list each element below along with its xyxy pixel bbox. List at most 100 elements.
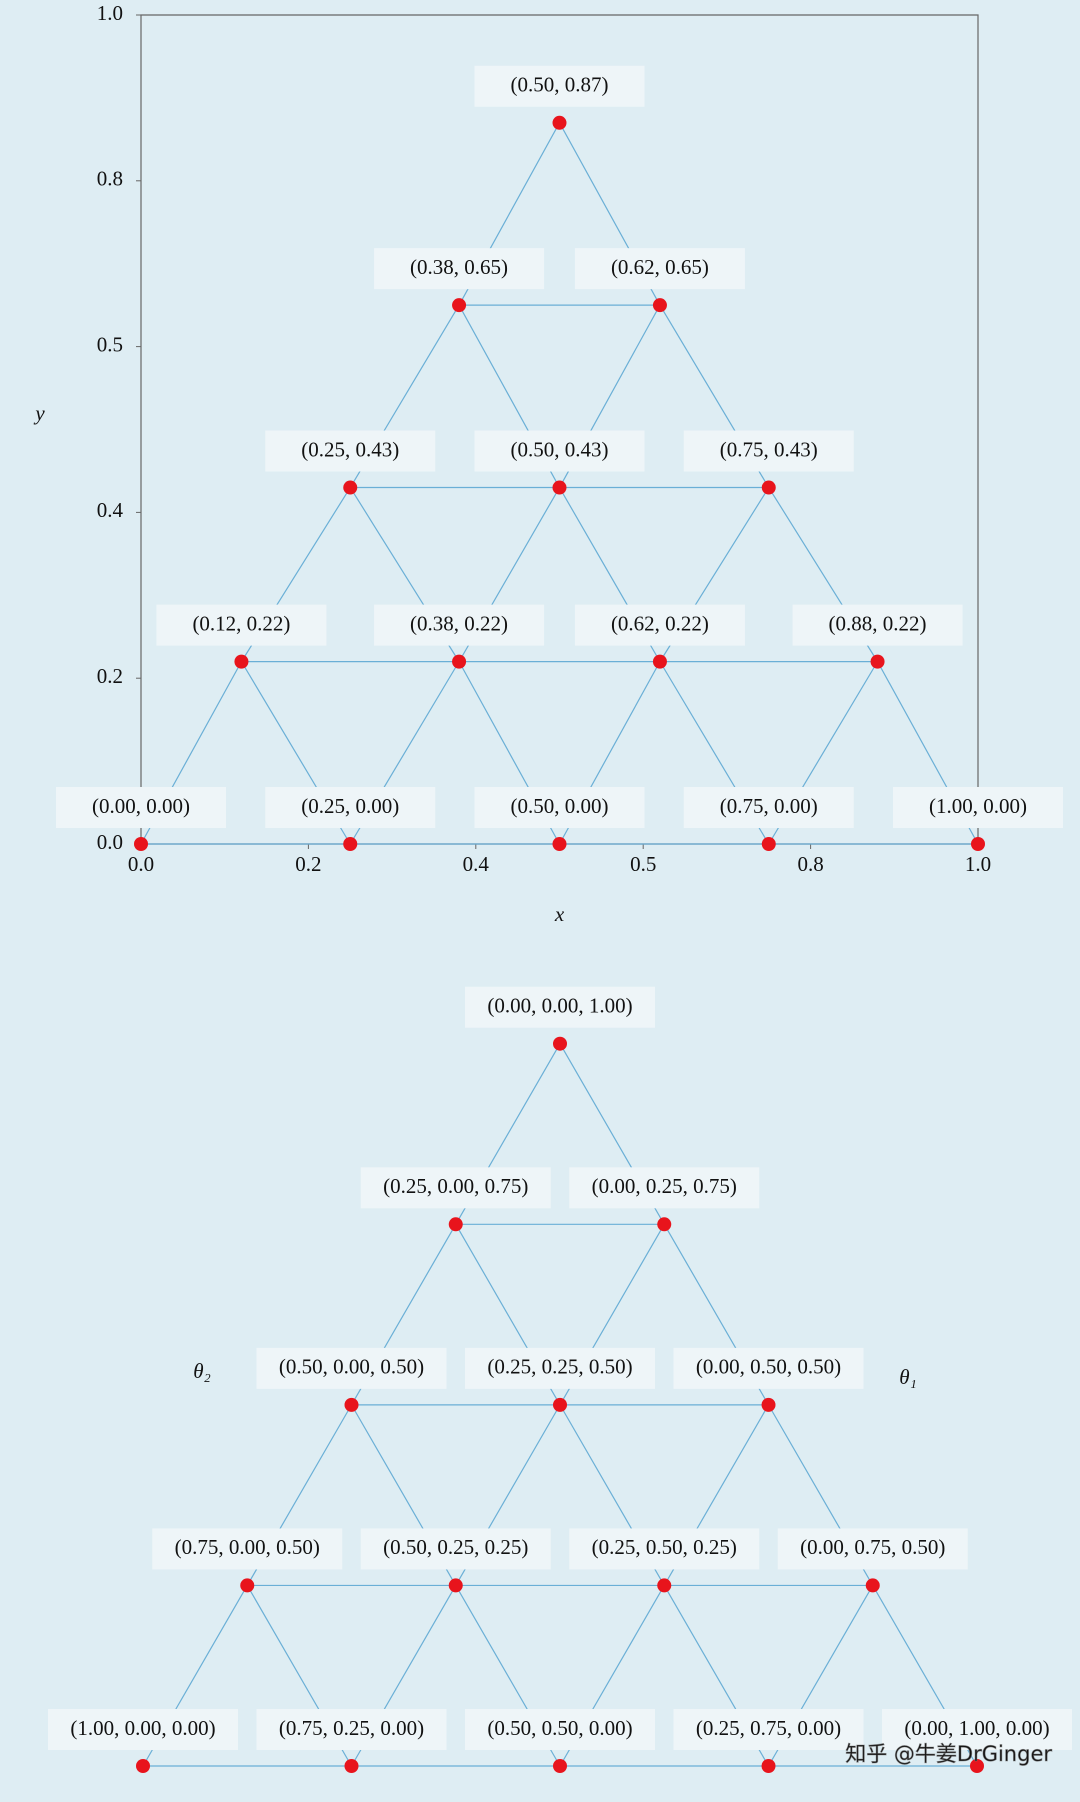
x-tick-label: 0.0 [128,852,154,876]
x-tick-label: 0.5 [630,852,656,876]
label-box [893,787,1063,828]
point-label: (0.88, 0.22) [829,611,927,635]
point-label: (0.00, 0.50, 0.50) [696,1355,841,1379]
x-axis-label: x [554,902,565,926]
point [552,837,567,851]
right-axis-label: θ₁ [899,1365,917,1389]
point [452,654,467,669]
point-label: (0.00, 1.00, 0.00) [904,1716,1049,1740]
point [761,480,776,495]
label-box [156,604,327,646]
label-box [465,1347,655,1389]
label-box [673,1709,864,1750]
point-label: (0.25, 0.50, 0.25) [592,1535,737,1559]
label-box [265,787,436,828]
watermark: 知乎 @牛姜DrGinger [845,1742,1052,1766]
point-label: (0.25, 0.00) [301,794,399,818]
point [553,1036,567,1051]
x-tick-label: 0.2 [295,852,321,876]
point [553,1397,567,1412]
plot-frame [140,14,979,844]
point-label: (0.75, 0.25, 0.00) [279,1716,424,1740]
x-tick-label: 0.8 [797,852,823,876]
label-box [673,1347,864,1389]
point-label: (0.00, 0.25, 0.75) [592,1174,737,1198]
point [448,1578,463,1593]
y-tick-label: 0.2 [97,664,123,688]
point [761,837,776,851]
point [134,837,148,851]
label-box [360,1528,551,1570]
label-box [474,430,645,472]
point-label: (0.25, 0.00, 0.75) [383,1174,528,1198]
point [552,480,567,495]
point-label: (0.62, 0.65) [611,255,709,279]
left-axis-label: θ₂ [193,1359,211,1383]
point-label: (0.50, 0.87) [511,73,609,97]
label-box [574,248,745,290]
point [657,1578,672,1593]
point-label: (0.25, 0.25, 0.50) [487,1355,632,1379]
label-box [256,1709,447,1750]
label-box [792,604,963,646]
point-label: (0.00, 0.00, 1.00) [487,994,632,1018]
point-label: (0.75, 0.00, 0.50) [175,1535,320,1559]
y-tick-label: 0.0 [97,830,123,854]
point-label: (0.50, 0.50, 0.00) [487,1716,632,1740]
point [552,115,567,130]
point [870,654,885,669]
point-label: (0.50, 0.00, 0.50) [279,1355,424,1379]
point [652,654,667,669]
point [343,480,358,495]
point [657,1217,672,1232]
label-box [465,986,655,1028]
y-axis-label: y [33,401,45,425]
point-label: (0.75, 0.43) [720,437,818,461]
point [136,1759,150,1773]
point-label: (0.12, 0.22) [192,611,290,635]
label-box [882,1709,1072,1750]
point-label: (0.00, 0.75, 0.50) [800,1535,945,1559]
point [343,837,358,851]
point-label: (0.38, 0.65) [410,255,508,279]
point [234,654,249,669]
label-box [360,1167,551,1209]
point-label: (1.00, 0.00, 0.00) [70,1716,215,1740]
point [652,298,667,313]
point [240,1578,255,1593]
point-label: (0.50, 0.43) [511,437,609,461]
y-tick-label: 0.4 [97,498,124,522]
point [761,1759,776,1773]
label-box [152,1528,343,1570]
point [344,1759,359,1773]
point-label: (0.25, 0.75, 0.00) [696,1716,841,1740]
label-box [374,248,545,290]
label-box [265,430,436,472]
point [553,1759,567,1773]
label-box [683,430,854,472]
label-box [574,604,745,646]
label-box [465,1709,655,1750]
label-box [474,787,645,828]
label-box [683,787,854,828]
point-label: (0.62, 0.22) [611,611,709,635]
label-box [48,1709,238,1750]
point-label: (1.00, 0.00) [929,794,1027,818]
label-box [474,65,645,107]
point-label: (0.75, 0.00) [720,794,818,818]
label-box [569,1167,760,1209]
point-label: (0.38, 0.22) [410,611,508,635]
label-box [256,1347,447,1389]
label-box [569,1528,760,1570]
point [452,298,467,313]
point-label: (0.50, 0.25, 0.25) [383,1535,528,1559]
point [970,1759,984,1773]
y-tick-label: 0.8 [97,167,123,191]
y-tick-label: 1.0 [97,1,123,25]
label-box [374,604,545,646]
point-label: (0.50, 0.00) [511,794,609,818]
point [344,1397,359,1412]
point-label: (0.00, 0.00) [92,794,190,818]
